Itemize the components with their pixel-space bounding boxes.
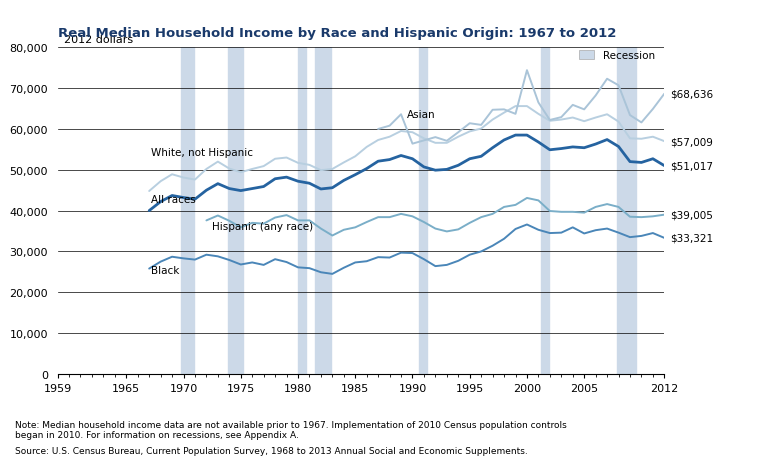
Text: Source: U.S. Census Bureau, Current Population Survey, 1968 to 2013 Annual Socia: Source: U.S. Census Bureau, Current Popu… bbox=[15, 446, 528, 455]
Text: $57,009: $57,009 bbox=[670, 137, 713, 147]
Text: $68,636: $68,636 bbox=[670, 90, 713, 100]
Bar bbox=[315, 48, 331, 374]
Bar bbox=[419, 48, 427, 374]
Text: $39,005: $39,005 bbox=[670, 210, 713, 220]
Text: Black: Black bbox=[151, 265, 180, 275]
Text: Note: Median household income data are not available prior to 1967. Implementati: Note: Median household income data are n… bbox=[15, 420, 567, 439]
Text: White, not Hispanic: White, not Hispanic bbox=[151, 147, 253, 157]
Text: Hispanic (any race): Hispanic (any race) bbox=[212, 222, 313, 231]
Bar bbox=[298, 48, 306, 374]
Text: Real Median Household Income by Race and Hispanic Origin: 1967 to 2012: Real Median Household Income by Race and… bbox=[58, 27, 616, 40]
Text: Asian: Asian bbox=[407, 110, 435, 119]
Legend: Recession: Recession bbox=[574, 47, 659, 65]
Bar bbox=[228, 48, 243, 374]
Text: $51,017: $51,017 bbox=[670, 161, 713, 171]
Text: 2012 dollars: 2012 dollars bbox=[64, 35, 133, 45]
Bar bbox=[181, 48, 194, 374]
Bar bbox=[541, 48, 548, 374]
Bar bbox=[617, 48, 636, 374]
Text: $33,321: $33,321 bbox=[670, 233, 713, 243]
Text: All races: All races bbox=[151, 195, 196, 205]
